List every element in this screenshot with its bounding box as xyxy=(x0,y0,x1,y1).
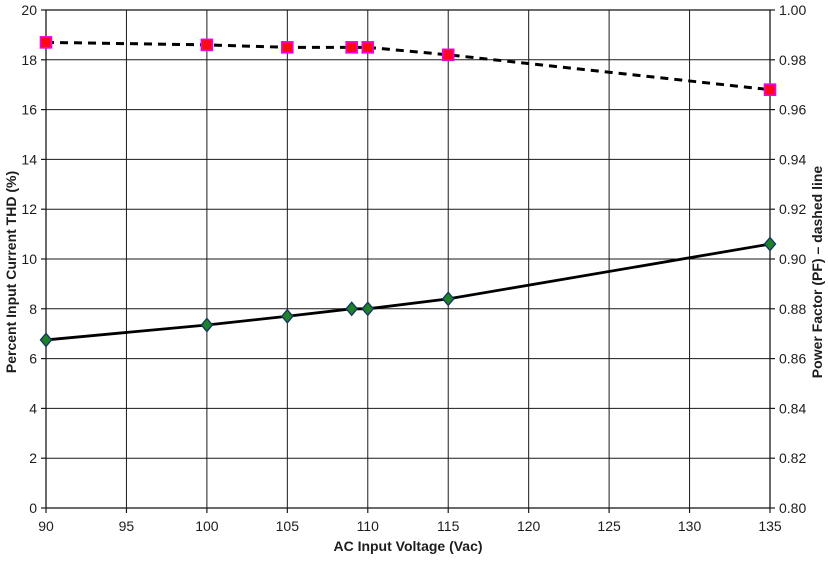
thd-marker xyxy=(345,301,359,317)
right-axis-title: Power Factor (PF) – dashed line xyxy=(809,165,825,379)
x-tick-label: 130 xyxy=(678,518,702,534)
thd-marker xyxy=(763,236,777,252)
thd-marker xyxy=(280,308,294,324)
x-tick-label: 95 xyxy=(119,518,135,534)
thd-marker xyxy=(441,291,455,307)
y-right-tick-label: 0.94 xyxy=(779,151,806,167)
y-left-tick-label: 16 xyxy=(21,102,37,118)
y-left-tick-label: 0 xyxy=(29,500,37,516)
y-left-tick-label: 18 xyxy=(21,52,37,68)
y-left-tick-label: 10 xyxy=(21,251,37,267)
left-axis-title: Percent Input Current THD (%) xyxy=(3,170,19,374)
y-left-tick-label: 4 xyxy=(29,400,37,416)
x-axis-title: AC Input Voltage (Vac) xyxy=(333,538,483,554)
y-left-tick-label: 20 xyxy=(21,2,37,18)
x-tick-label: 110 xyxy=(357,518,380,534)
y-left-tick-label: 6 xyxy=(29,351,37,367)
x-tick-label: 90 xyxy=(38,518,54,534)
y-right-tick-label: 0.88 xyxy=(779,301,806,317)
pf-marker xyxy=(39,36,53,49)
pf-marker xyxy=(441,48,455,62)
y-right-tick-label: 0.98 xyxy=(779,52,806,68)
thd-marker xyxy=(361,301,375,317)
y-left-tick-label: 14 xyxy=(21,151,37,167)
y-right-tick-label: 0.86 xyxy=(779,351,806,367)
pf-marker xyxy=(200,38,214,52)
pf-marker xyxy=(345,41,358,54)
y-left-tick-label: 8 xyxy=(29,301,37,317)
y-left-tick-label: 2 xyxy=(29,450,37,466)
y-right-tick-label: 0.96 xyxy=(779,102,806,118)
thd-marker xyxy=(200,317,214,333)
x-tick-label: 105 xyxy=(276,518,300,534)
y-right-tick-label: 0.80 xyxy=(779,500,806,516)
pf-marker xyxy=(763,83,777,96)
y-right-tick-label: 0.82 xyxy=(779,450,806,466)
pf-marker xyxy=(281,41,294,54)
x-tick-label: 100 xyxy=(195,518,219,534)
x-tick-label: 135 xyxy=(758,518,782,534)
y-right-tick-label: 0.92 xyxy=(779,201,806,217)
thd-line xyxy=(45,242,771,342)
thd-marker xyxy=(39,332,53,348)
x-tick-label: 115 xyxy=(437,518,460,534)
pf-marker xyxy=(361,41,375,54)
y-left-tick-label: 12 xyxy=(21,201,37,217)
y-right-tick-label: 0.84 xyxy=(779,400,806,416)
x-tick-label: 120 xyxy=(517,518,541,534)
pf-line xyxy=(45,40,771,92)
y-right-tick-label: 0.90 xyxy=(779,251,806,267)
y-right-tick-label: 1.00 xyxy=(779,2,806,18)
x-tick-label: 125 xyxy=(597,518,621,534)
